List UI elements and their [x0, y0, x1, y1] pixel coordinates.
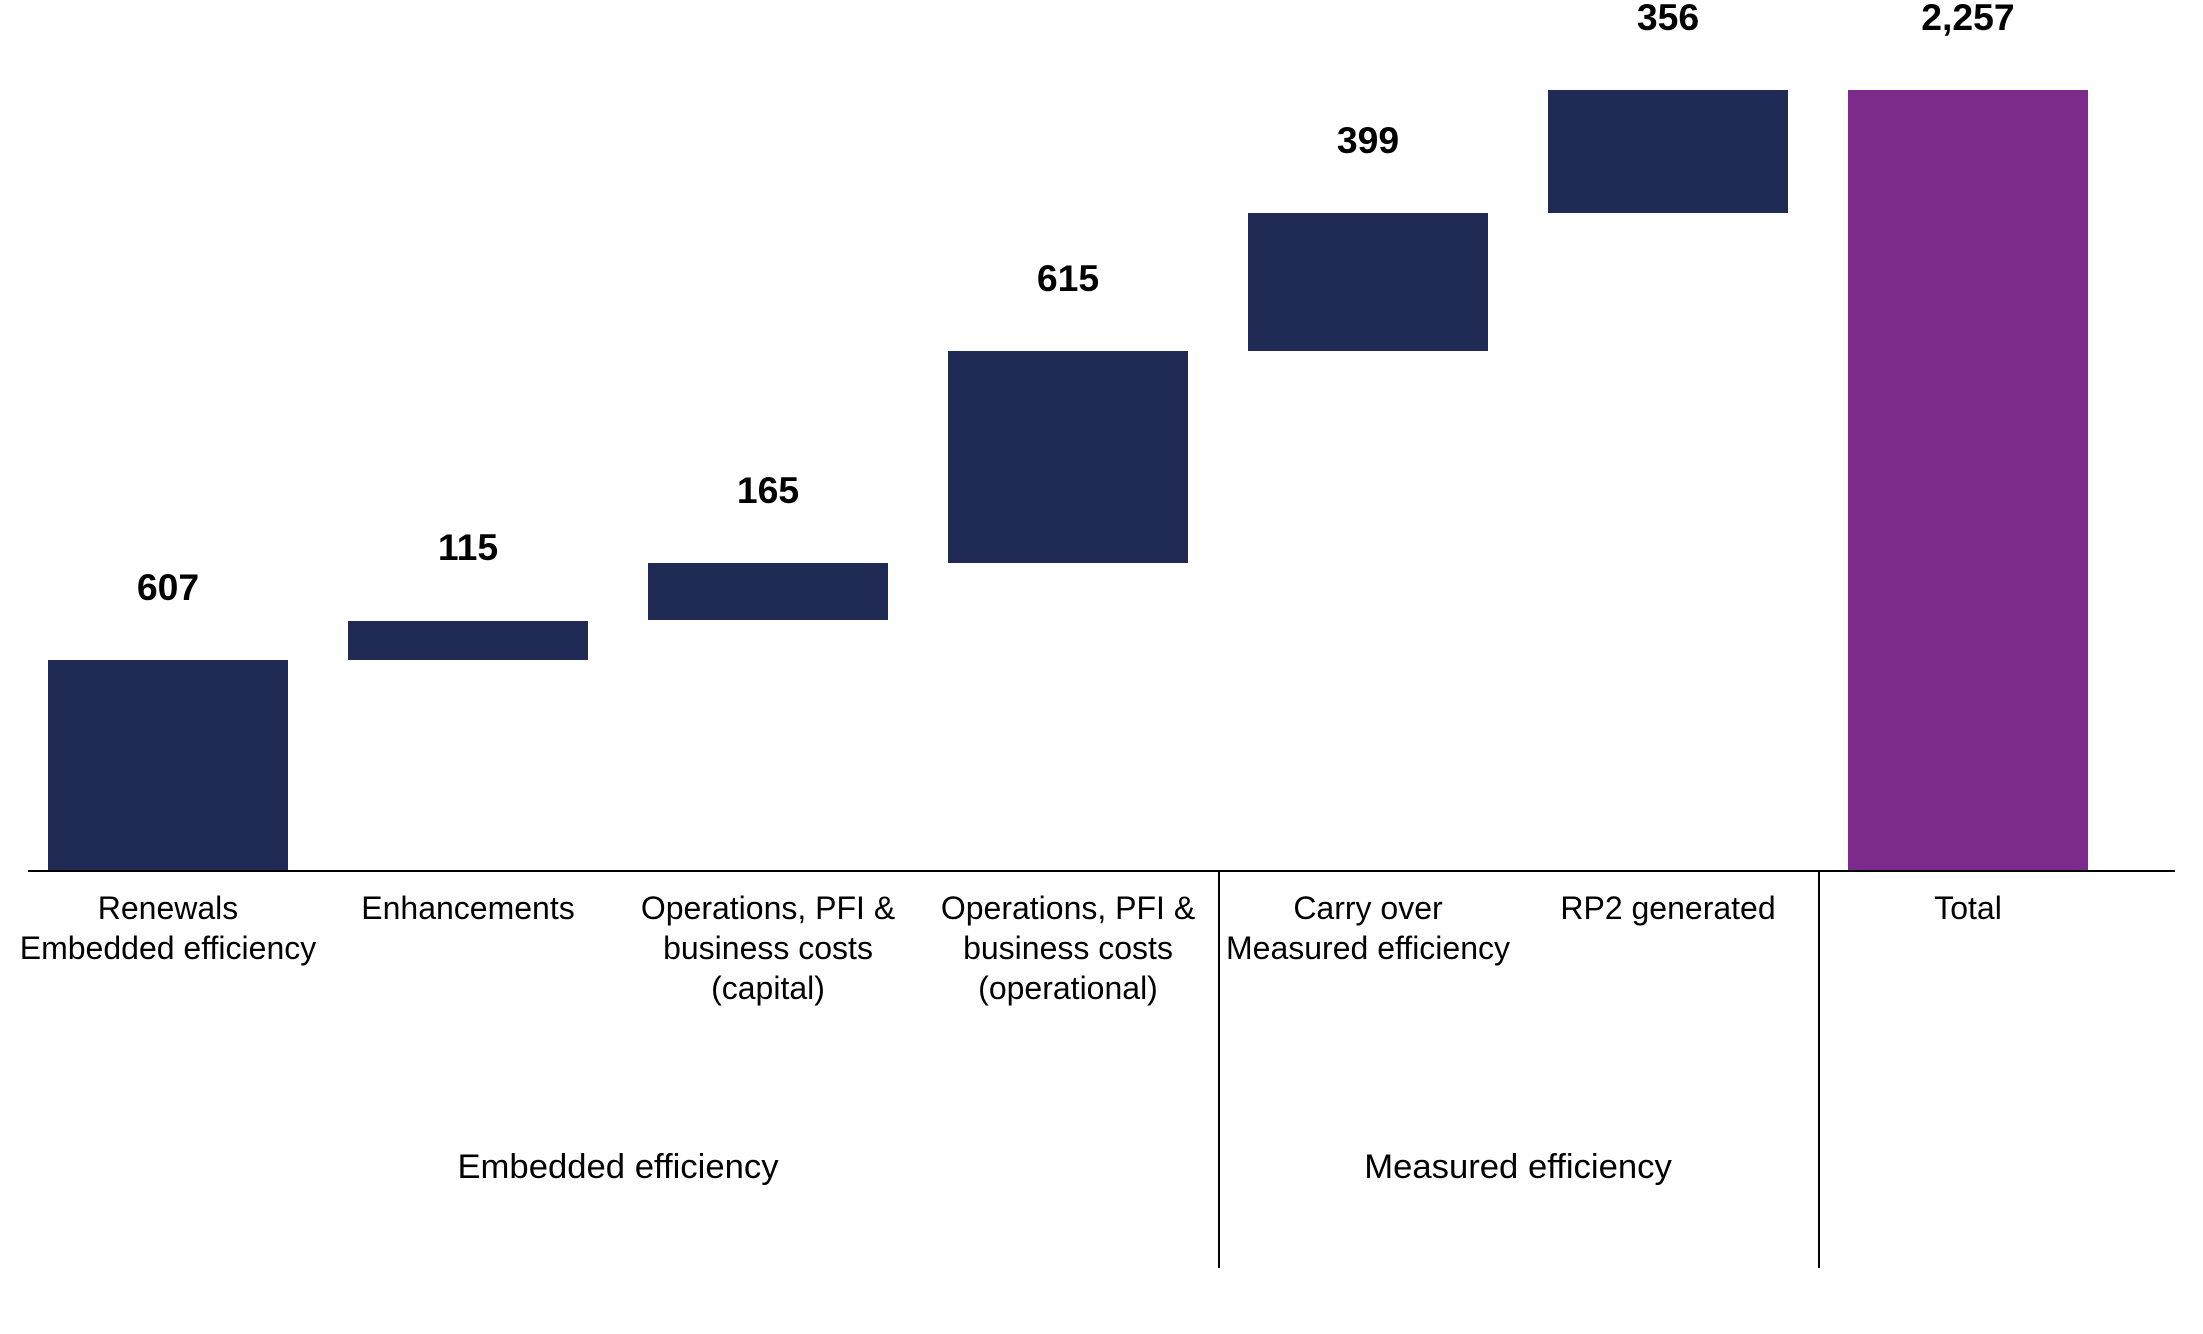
- bar-ops_capital: [648, 563, 888, 620]
- bar-value-ops_opex: 615: [948, 257, 1188, 300]
- category-label-ops_opex: Operations, PFI & business costs (operat…: [918, 888, 1218, 1008]
- bar-value-ops_capital: 165: [648, 469, 888, 512]
- category-label-total: Total: [1818, 888, 2118, 928]
- bar-value-carry_over: 399: [1248, 119, 1488, 162]
- category-label-renewals: Renewals Embedded efficiency: [18, 888, 318, 968]
- group-separator-1: [1818, 870, 1820, 1268]
- waterfall-chart: 6071151656153993562,257Renewals Embedded…: [0, 40, 2203, 1334]
- bar-value-total: 2,257: [1848, 0, 2088, 39]
- bar-value-enhancements: 115: [348, 526, 588, 569]
- bar-carry_over: [1248, 213, 1488, 351]
- category-label-enhancements: Enhancements: [318, 888, 618, 928]
- group-label-0: Embedded efficiency: [18, 1148, 1218, 1187]
- category-label-ops_capital: Operations, PFI & business costs (capita…: [618, 888, 918, 1008]
- plot-area: 6071151656153993562,257: [48, 90, 2155, 870]
- category-label-rp2: RP2 generated: [1518, 888, 1818, 928]
- group-label-1: Measured efficiency: [1218, 1148, 1818, 1187]
- x-axis: [28, 870, 2175, 872]
- bar-ops_opex: [948, 351, 1188, 564]
- group-separator-0: [1218, 870, 1220, 1268]
- bar-value-renewals: 607: [48, 566, 288, 609]
- bar-rp2: [1548, 90, 1788, 213]
- bar-renewals: [48, 660, 288, 870]
- bar-total: [1848, 90, 2088, 870]
- bar-enhancements: [348, 621, 588, 661]
- category-label-carry_over: Carry over Measured efficiency: [1218, 888, 1518, 968]
- bar-value-rp2: 356: [1548, 0, 1788, 39]
